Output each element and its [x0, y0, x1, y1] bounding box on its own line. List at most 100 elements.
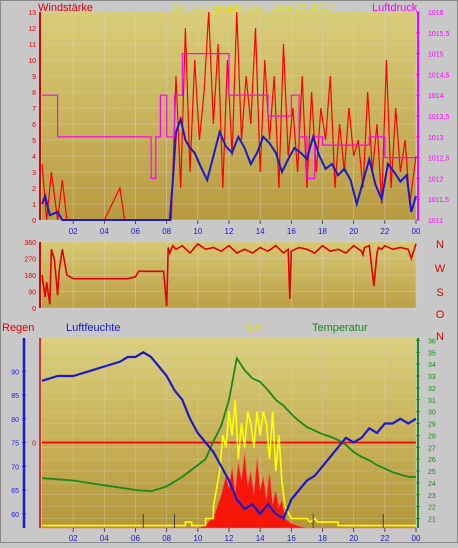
- climate-x-tick-label: 14: [256, 534, 265, 543]
- temperature-tick-label: 23: [428, 493, 436, 500]
- climate-x-tick-label: 10: [193, 534, 202, 543]
- climate-x-tick-label: 06: [131, 534, 140, 543]
- wind-tick-label: 1: [32, 202, 36, 209]
- wind-tick-label: 10: [28, 58, 36, 65]
- temperature-tick-label: 27: [428, 445, 436, 452]
- temperature-tick-label: 25: [428, 469, 436, 476]
- temperature-tick-label: 33: [428, 374, 436, 381]
- pressure-tick-label: 1015,5: [428, 31, 450, 38]
- pressure-tick-label: 1014,5: [428, 72, 450, 79]
- climate-x-tick-label: 04: [100, 534, 109, 543]
- humidity-tick-label: 85: [11, 393, 19, 400]
- pressure-tick-label: 1011: [428, 218, 443, 225]
- pressure-tick-label: 1015: [428, 52, 444, 59]
- compass-label: S: [436, 287, 443, 299]
- top-x-tick-label: 08: [162, 227, 171, 236]
- direction-tick-label: 360: [24, 240, 36, 247]
- pressure-axis-label: Luftdruck: [372, 2, 418, 14]
- humidity-tick-label: 65: [11, 488, 19, 495]
- wind-tick-label: 9: [32, 74, 36, 81]
- rain-area: [42, 451, 416, 529]
- climate-x-tick-label: 16: [287, 534, 296, 543]
- wind-tick-label: 5: [32, 138, 36, 145]
- wind-direction-line: [41, 242, 417, 307]
- direction-series-layer: [41, 242, 417, 307]
- climate-series-layer: [41, 351, 417, 529]
- temperature-line: [41, 355, 416, 493]
- wind-tick-label: 7: [32, 106, 36, 113]
- climate-x-tick-label: 08: [162, 534, 171, 543]
- wind-tick-label: 4: [32, 154, 36, 161]
- top-x-tick-label: 10: [193, 227, 202, 236]
- wind-tick-label: 13: [28, 10, 36, 17]
- pressure-tick-label: 1012,5: [428, 156, 450, 163]
- compass-label: N: [436, 239, 444, 251]
- temperature-tick-label: 21: [428, 517, 436, 524]
- temperature-tick-label: 30: [428, 410, 436, 417]
- temperature-tick-label: 31: [428, 398, 436, 405]
- humidity-tick-label: 60: [11, 512, 19, 519]
- climate-x-tick-label: 00: [412, 534, 421, 543]
- pressure-tick-label: 1014: [428, 93, 444, 100]
- top-x-tick-label: 00: [412, 227, 421, 236]
- top-x-tick-label: 18: [318, 227, 327, 236]
- wind-tick-label: 3: [32, 170, 36, 177]
- top-x-tick-label: 12: [225, 227, 234, 236]
- uv-axis-label: UV: [247, 322, 263, 334]
- wind-tick-label: 8: [32, 90, 36, 97]
- climate-x-tick-label: 02: [69, 534, 78, 543]
- temperature-tick-label: 28: [428, 433, 436, 440]
- pressure-tick-label: 1013,5: [428, 114, 450, 121]
- pressure-tick-label: 1011,5: [428, 197, 449, 204]
- top-x-tick-label: 16: [287, 227, 296, 236]
- humidity-tick-label: 80: [11, 417, 19, 424]
- top-x-tick-label: 20: [349, 227, 358, 236]
- humidity-line: [41, 351, 417, 521]
- humidity-tick-label: 75: [11, 441, 19, 448]
- wind-tick-label: 0: [32, 218, 36, 225]
- climate-x-tick-label: 12: [225, 534, 234, 543]
- pressure-tick-label: 1012: [428, 176, 444, 183]
- uv-line: [42, 399, 416, 527]
- top-x-tick-label: 06: [131, 227, 140, 236]
- climate-grid: [42, 338, 417, 528]
- temperature-tick-label: 36: [428, 338, 436, 345]
- humidity-tick-label: 70: [11, 464, 19, 471]
- chart-title: 24 hour graph day : Juni 25 2017: [173, 2, 334, 14]
- compass-label: O: [436, 309, 445, 321]
- wind-tick-label: 11: [29, 42, 36, 49]
- temperature-tick-label: 34: [428, 362, 436, 369]
- temperature-tick-label: 35: [428, 350, 436, 357]
- direction-tick-label: 180: [24, 273, 36, 280]
- top-x-tick-label: 04: [100, 227, 109, 236]
- humidity-tick-label: 90: [11, 369, 19, 376]
- climate-x-tick-label: 22: [380, 534, 389, 543]
- wind-axis-label: Windstärke: [38, 2, 93, 14]
- wind-tick-label: 12: [28, 26, 36, 33]
- direction-grid: [42, 241, 417, 309]
- top-x-tick-label: 22: [380, 227, 389, 236]
- rain-tick-label: 0: [32, 441, 36, 448]
- pressure-line: [42, 53, 416, 179]
- temperature-tick-label: 29: [428, 422, 436, 429]
- top-x-tick-label: 02: [69, 227, 78, 236]
- direction-tick-label: 270: [24, 257, 36, 264]
- climate-x-tick-label: 20: [349, 534, 358, 543]
- compass-label: W: [435, 263, 446, 275]
- temperature-axis-label: Temperatur: [312, 322, 368, 334]
- compass-label: N: [436, 331, 444, 343]
- wind-tick-label: 6: [32, 122, 36, 129]
- pressure-tick-label: 1013: [428, 135, 444, 142]
- pressure-tick-label: 1016: [428, 10, 444, 17]
- temperature-tick-label: 24: [428, 481, 436, 488]
- temperature-tick-label: 32: [428, 386, 436, 393]
- wind-tick-label: 2: [32, 186, 36, 193]
- top-x-tick-label: 14: [256, 227, 265, 236]
- direction-axes: 0 90 180 270 360: [24, 240, 41, 313]
- climate-x-tick-label: 18: [318, 534, 327, 543]
